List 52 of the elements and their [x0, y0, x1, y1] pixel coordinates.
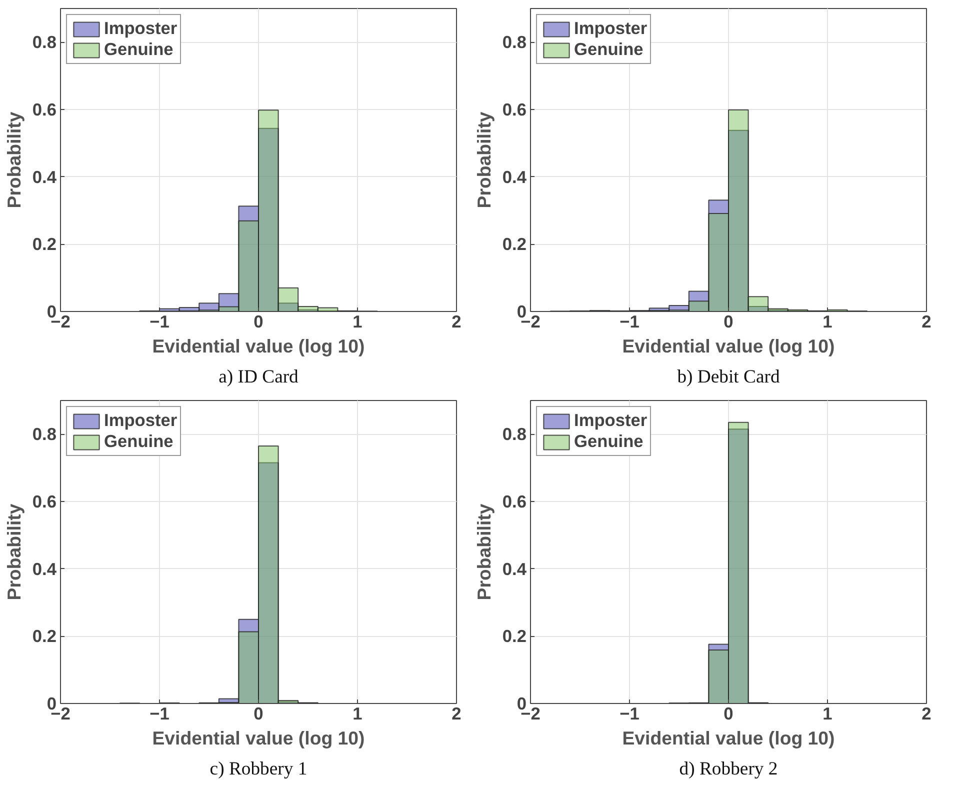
y-tick-label: 0.8: [502, 424, 527, 444]
x-axis-title: Evidential value (log 10): [622, 336, 835, 356]
legend-label: Imposter: [104, 18, 178, 39]
y-tick-label: 0.2: [32, 234, 57, 254]
legend-label: Genuine: [574, 431, 644, 452]
x-tick-label: 2: [922, 312, 932, 332]
legend-label: Genuine: [104, 39, 174, 60]
x-axis-title: Evidential value (log 10): [152, 336, 365, 356]
x-axis-title: Evidential value (log 10): [152, 728, 365, 748]
y-tick-label: 0.6: [32, 492, 57, 512]
x-tick-label: 2: [452, 312, 462, 332]
x-tick-label: 1: [352, 704, 363, 724]
y-axis-title: Probability: [3, 503, 24, 600]
y-tick-label: 0.4: [32, 558, 57, 579]
y-axis-title: Probability: [3, 111, 24, 208]
y-tick-label: 0.6: [32, 100, 57, 120]
y-tick-label: 0.2: [502, 234, 527, 254]
y-tick-label: 0.4: [32, 166, 57, 187]
y-tick-label: 0.6: [502, 492, 527, 512]
text: b) Debit Card: [677, 366, 780, 388]
x-tick-label: 0: [724, 312, 734, 332]
x-tick-label: 0: [724, 704, 734, 724]
legend-label: Genuine: [104, 431, 174, 452]
y-tick-label: 0.2: [502, 626, 527, 646]
x-tick-label: 0: [254, 312, 264, 332]
x-tick-label: 2: [922, 704, 932, 724]
x-tick-label: −1: [620, 312, 640, 332]
x-tick-label: 0: [254, 704, 264, 724]
text: d) Robbery 2: [679, 758, 778, 780]
x-tick-label: −1: [150, 704, 170, 724]
y-axis-title: Probability: [473, 111, 494, 208]
x-tick-label: 2: [452, 704, 462, 724]
y-tick-label: 0.4: [502, 166, 527, 187]
x-axis-title: Evidential value (log 10): [622, 728, 835, 748]
text: a) ID Card: [218, 366, 300, 388]
x-tick-label: −1: [620, 704, 640, 724]
x-tick-label: 1: [822, 312, 833, 332]
y-tick-label: 0.2: [32, 626, 57, 646]
y-tick-label: 0.8: [32, 424, 57, 444]
legend-label: Imposter: [104, 410, 178, 431]
legend-label: Imposter: [574, 18, 648, 39]
x-tick-label: 1: [822, 704, 833, 724]
legend-label: Genuine: [574, 39, 644, 60]
x-tick-label: 1: [352, 312, 363, 332]
y-tick-label: 0.8: [32, 32, 57, 52]
y-tick-label: 0.8: [502, 32, 527, 52]
y-tick-label: 0.4: [502, 558, 527, 579]
x-tick-label: −1: [150, 312, 170, 332]
y-axis-title: Probability: [473, 503, 494, 600]
legend-label: Imposter: [574, 410, 648, 431]
text: c) Robbery 1: [210, 758, 308, 780]
y-tick-label: 0.6: [502, 100, 527, 120]
